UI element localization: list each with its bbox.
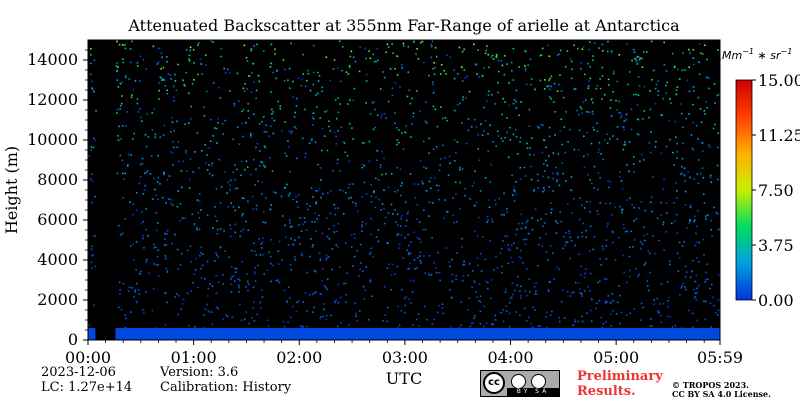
share-alike-icon xyxy=(531,374,546,389)
colorbar-tick-label: 0.00 xyxy=(758,291,794,310)
colorbar-tick-label: 7.50 xyxy=(758,181,794,200)
y-axis-label: Height (m) xyxy=(2,146,21,234)
preliminary-results-label: Preliminary Results. xyxy=(577,369,663,399)
plot-area xyxy=(88,40,720,340)
copyright-notice: © TROPOS 2023. CC BY SA 4.0 License. xyxy=(672,381,771,399)
colorbar xyxy=(735,79,753,301)
lidar-constant-label: LC: 1.27e+14 xyxy=(41,380,133,395)
x-tick-label: 00:00 xyxy=(65,348,111,367)
cc-license-badge: cc BY SA xyxy=(480,370,560,397)
by-person-icon xyxy=(511,374,526,389)
colorbar-tick-label: 3.75 xyxy=(758,236,794,255)
version-label: Version: 3.6 xyxy=(160,365,239,380)
surface-layer-segment xyxy=(115,328,721,340)
x-tick-label: 02:00 xyxy=(276,348,322,367)
y-tick-label: 12000 xyxy=(27,90,78,109)
cc-strip-label: BY SA xyxy=(507,388,559,396)
x-tick-label: 05:00 xyxy=(593,348,639,367)
x-tick-label: 05:59 xyxy=(697,348,743,367)
x-axis-label: UTC xyxy=(386,369,422,388)
calibration-label: Calibration: History xyxy=(160,380,292,395)
y-axis: 0 2000 4000 6000 8000 10000 12000 14000 xyxy=(27,49,88,349)
colorbar-tick-label: 15.00 xyxy=(758,71,800,90)
colorbar-ticks: 15.00 11.25 7.50 3.75 0.00 xyxy=(752,71,800,310)
x-tick-label: 03:00 xyxy=(382,348,428,367)
copyright-line-1: © TROPOS 2023. xyxy=(672,380,749,390)
colorbar-tick-label: 11.25 xyxy=(758,126,800,145)
x-tick-label: 04:00 xyxy=(487,348,533,367)
x-tick-label: 01:00 xyxy=(171,348,217,367)
copyright-line-2: CC BY SA 4.0 License. xyxy=(672,389,771,399)
y-tick-label: 10000 xyxy=(27,130,78,149)
cc-icon: cc xyxy=(483,372,505,394)
date-label: 2023-12-06 xyxy=(41,365,116,380)
y-tick-label: 14000 xyxy=(27,50,78,69)
y-tick-label: 6000 xyxy=(37,210,78,229)
y-tick-label: 8000 xyxy=(37,170,78,189)
chart-title: Attenuated Backscatter at 355nm Far-Rang… xyxy=(128,16,680,35)
y-tick-label: 0 xyxy=(68,330,78,349)
x-axis: 00:00 01:00 02:00 03:00 04:00 05:00 05:59 xyxy=(65,340,743,367)
y-tick-label: 2000 xyxy=(37,290,78,309)
y-tick-label: 4000 xyxy=(37,250,78,269)
colorbar-unit: Mm−1 ∗ sr−1 xyxy=(722,47,792,62)
surface-layer-segment xyxy=(88,328,96,340)
near-surface-layer xyxy=(88,328,721,340)
backscatter-noise xyxy=(88,40,722,330)
